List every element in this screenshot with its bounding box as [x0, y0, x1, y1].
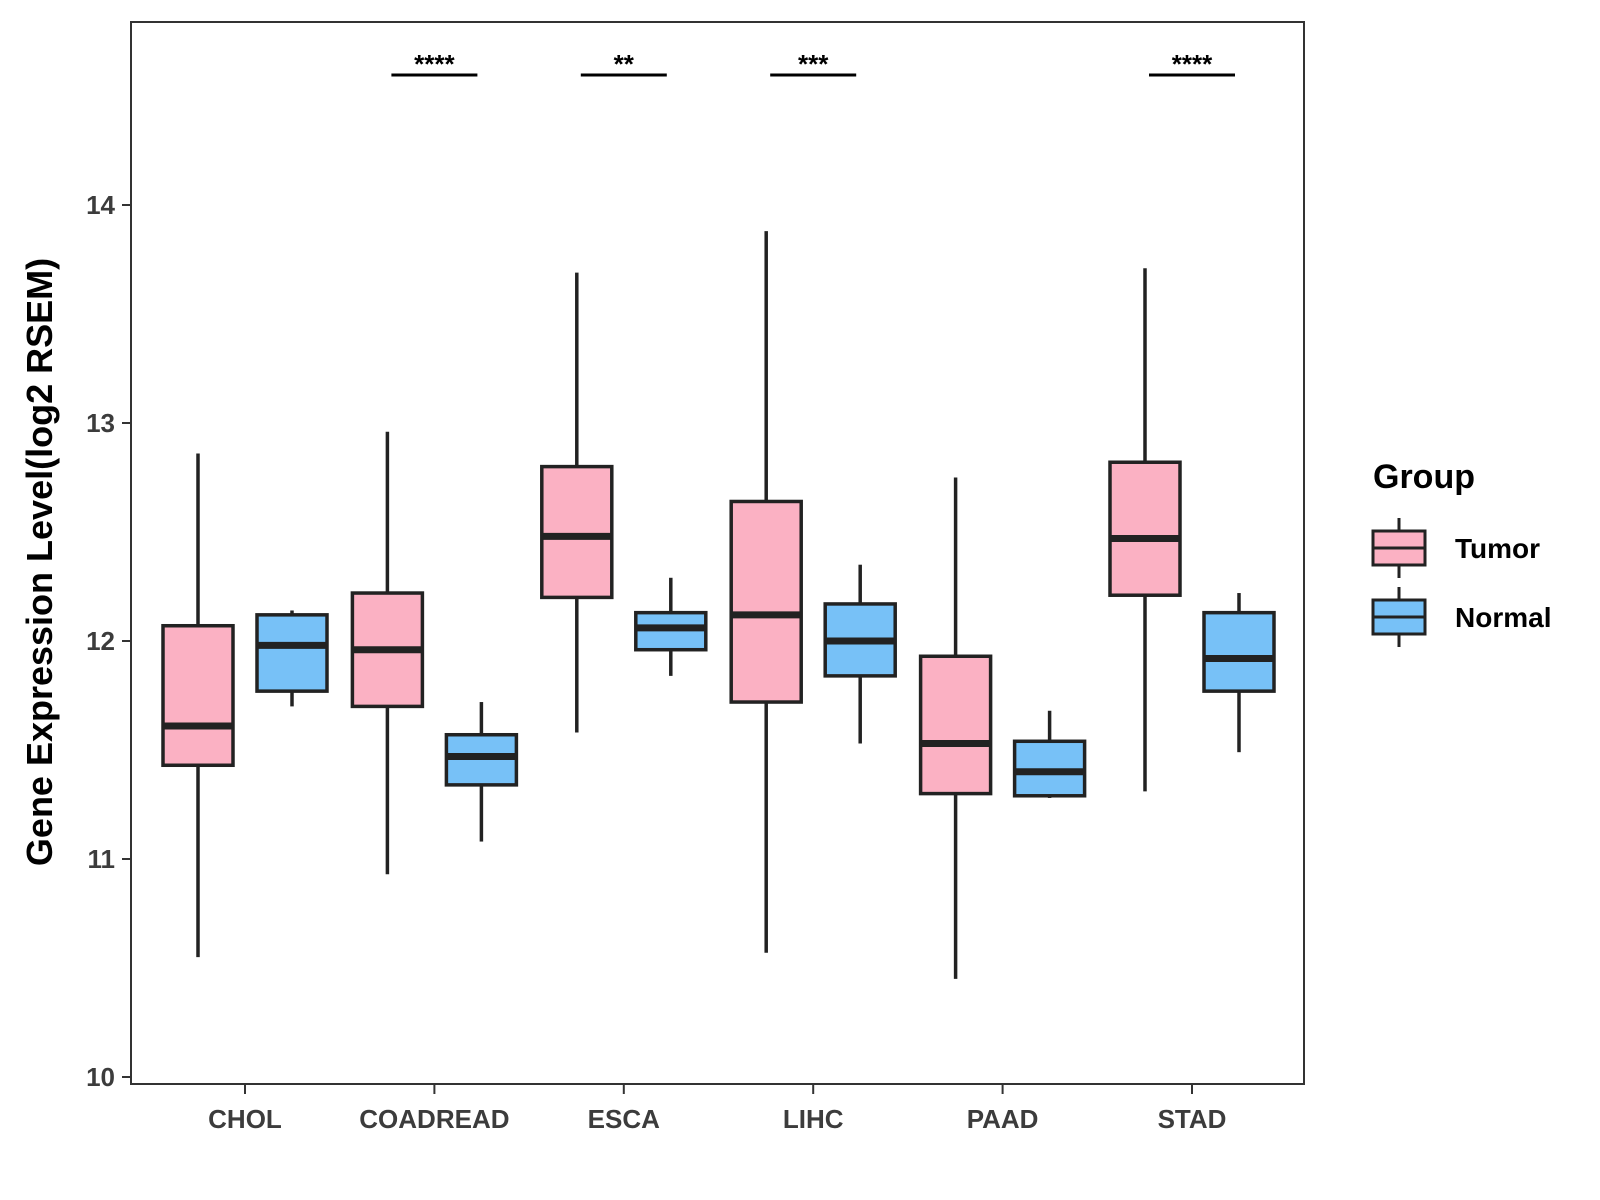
significance-coadread: **** — [391, 49, 478, 79]
legend-title: Group — [1373, 458, 1475, 496]
box-body — [1108, 460, 1182, 597]
y-tick-label: 10 — [86, 1062, 115, 1092]
box-tumor-chol — [161, 453, 235, 958]
box-normal-coadread — [444, 702, 519, 842]
significance-stad: **** — [1149, 49, 1235, 79]
legend-item-normal: Normal — [1371, 587, 1551, 647]
box-body — [729, 499, 803, 704]
significance-label: *** — [798, 49, 829, 79]
x-tick-label: ESCA — [588, 1104, 660, 1134]
y-axis: 10 11 12 13 14 — [86, 190, 131, 1092]
box-body — [255, 613, 329, 693]
legend-label: Tumor — [1455, 533, 1540, 564]
legend-items: Tumor Normal — [1371, 518, 1551, 647]
box-normal-lihc — [823, 564, 897, 744]
box-body — [918, 654, 993, 796]
x-tick-label: COADREAD — [359, 1104, 509, 1134]
significance-label: ** — [614, 49, 635, 79]
significance-esca: ** — [580, 49, 667, 79]
legend: Group Tumor Normal — [1371, 458, 1551, 647]
x-tick-label: LIHC — [783, 1104, 844, 1134]
x-tick-label: STAD — [1158, 1104, 1227, 1134]
boxes-layer — [161, 231, 1276, 979]
box-tumor-coadread — [350, 431, 425, 875]
box-normal-paad — [1012, 710, 1087, 798]
significance-label: **** — [414, 49, 455, 79]
box-normal-chol — [255, 610, 329, 707]
y-tick-label: 12 — [86, 626, 115, 656]
y-tick-label: 11 — [88, 844, 116, 874]
box-body — [540, 464, 614, 600]
box-body — [161, 623, 235, 768]
box-tumor-esca — [540, 272, 614, 733]
box-tumor-paad — [918, 477, 993, 979]
legend-label: Normal — [1455, 602, 1551, 633]
x-tick-label: PAAD — [967, 1104, 1039, 1134]
significance-lihc: *** — [770, 49, 857, 79]
legend-item-tumor: Tumor — [1371, 518, 1540, 578]
y-tick-label: 14 — [86, 190, 115, 220]
significance-layer: **** ** *** **** — [391, 49, 1235, 79]
x-tick-label: CHOL — [208, 1104, 282, 1134]
y-tick-label: 13 — [86, 408, 115, 438]
box-body — [1202, 610, 1276, 693]
box-normal-esca — [634, 577, 708, 676]
y-axis-title: Gene Expression Level(log2 RSEM) — [19, 258, 60, 866]
x-axis: CHOL COADREAD ESCA LIHC PAAD STAD — [208, 1084, 1226, 1134]
box-tumor-lihc — [729, 231, 803, 953]
significance-label: **** — [1172, 49, 1213, 79]
box-tumor-stad — [1108, 268, 1182, 792]
box-normal-stad — [1202, 593, 1276, 753]
